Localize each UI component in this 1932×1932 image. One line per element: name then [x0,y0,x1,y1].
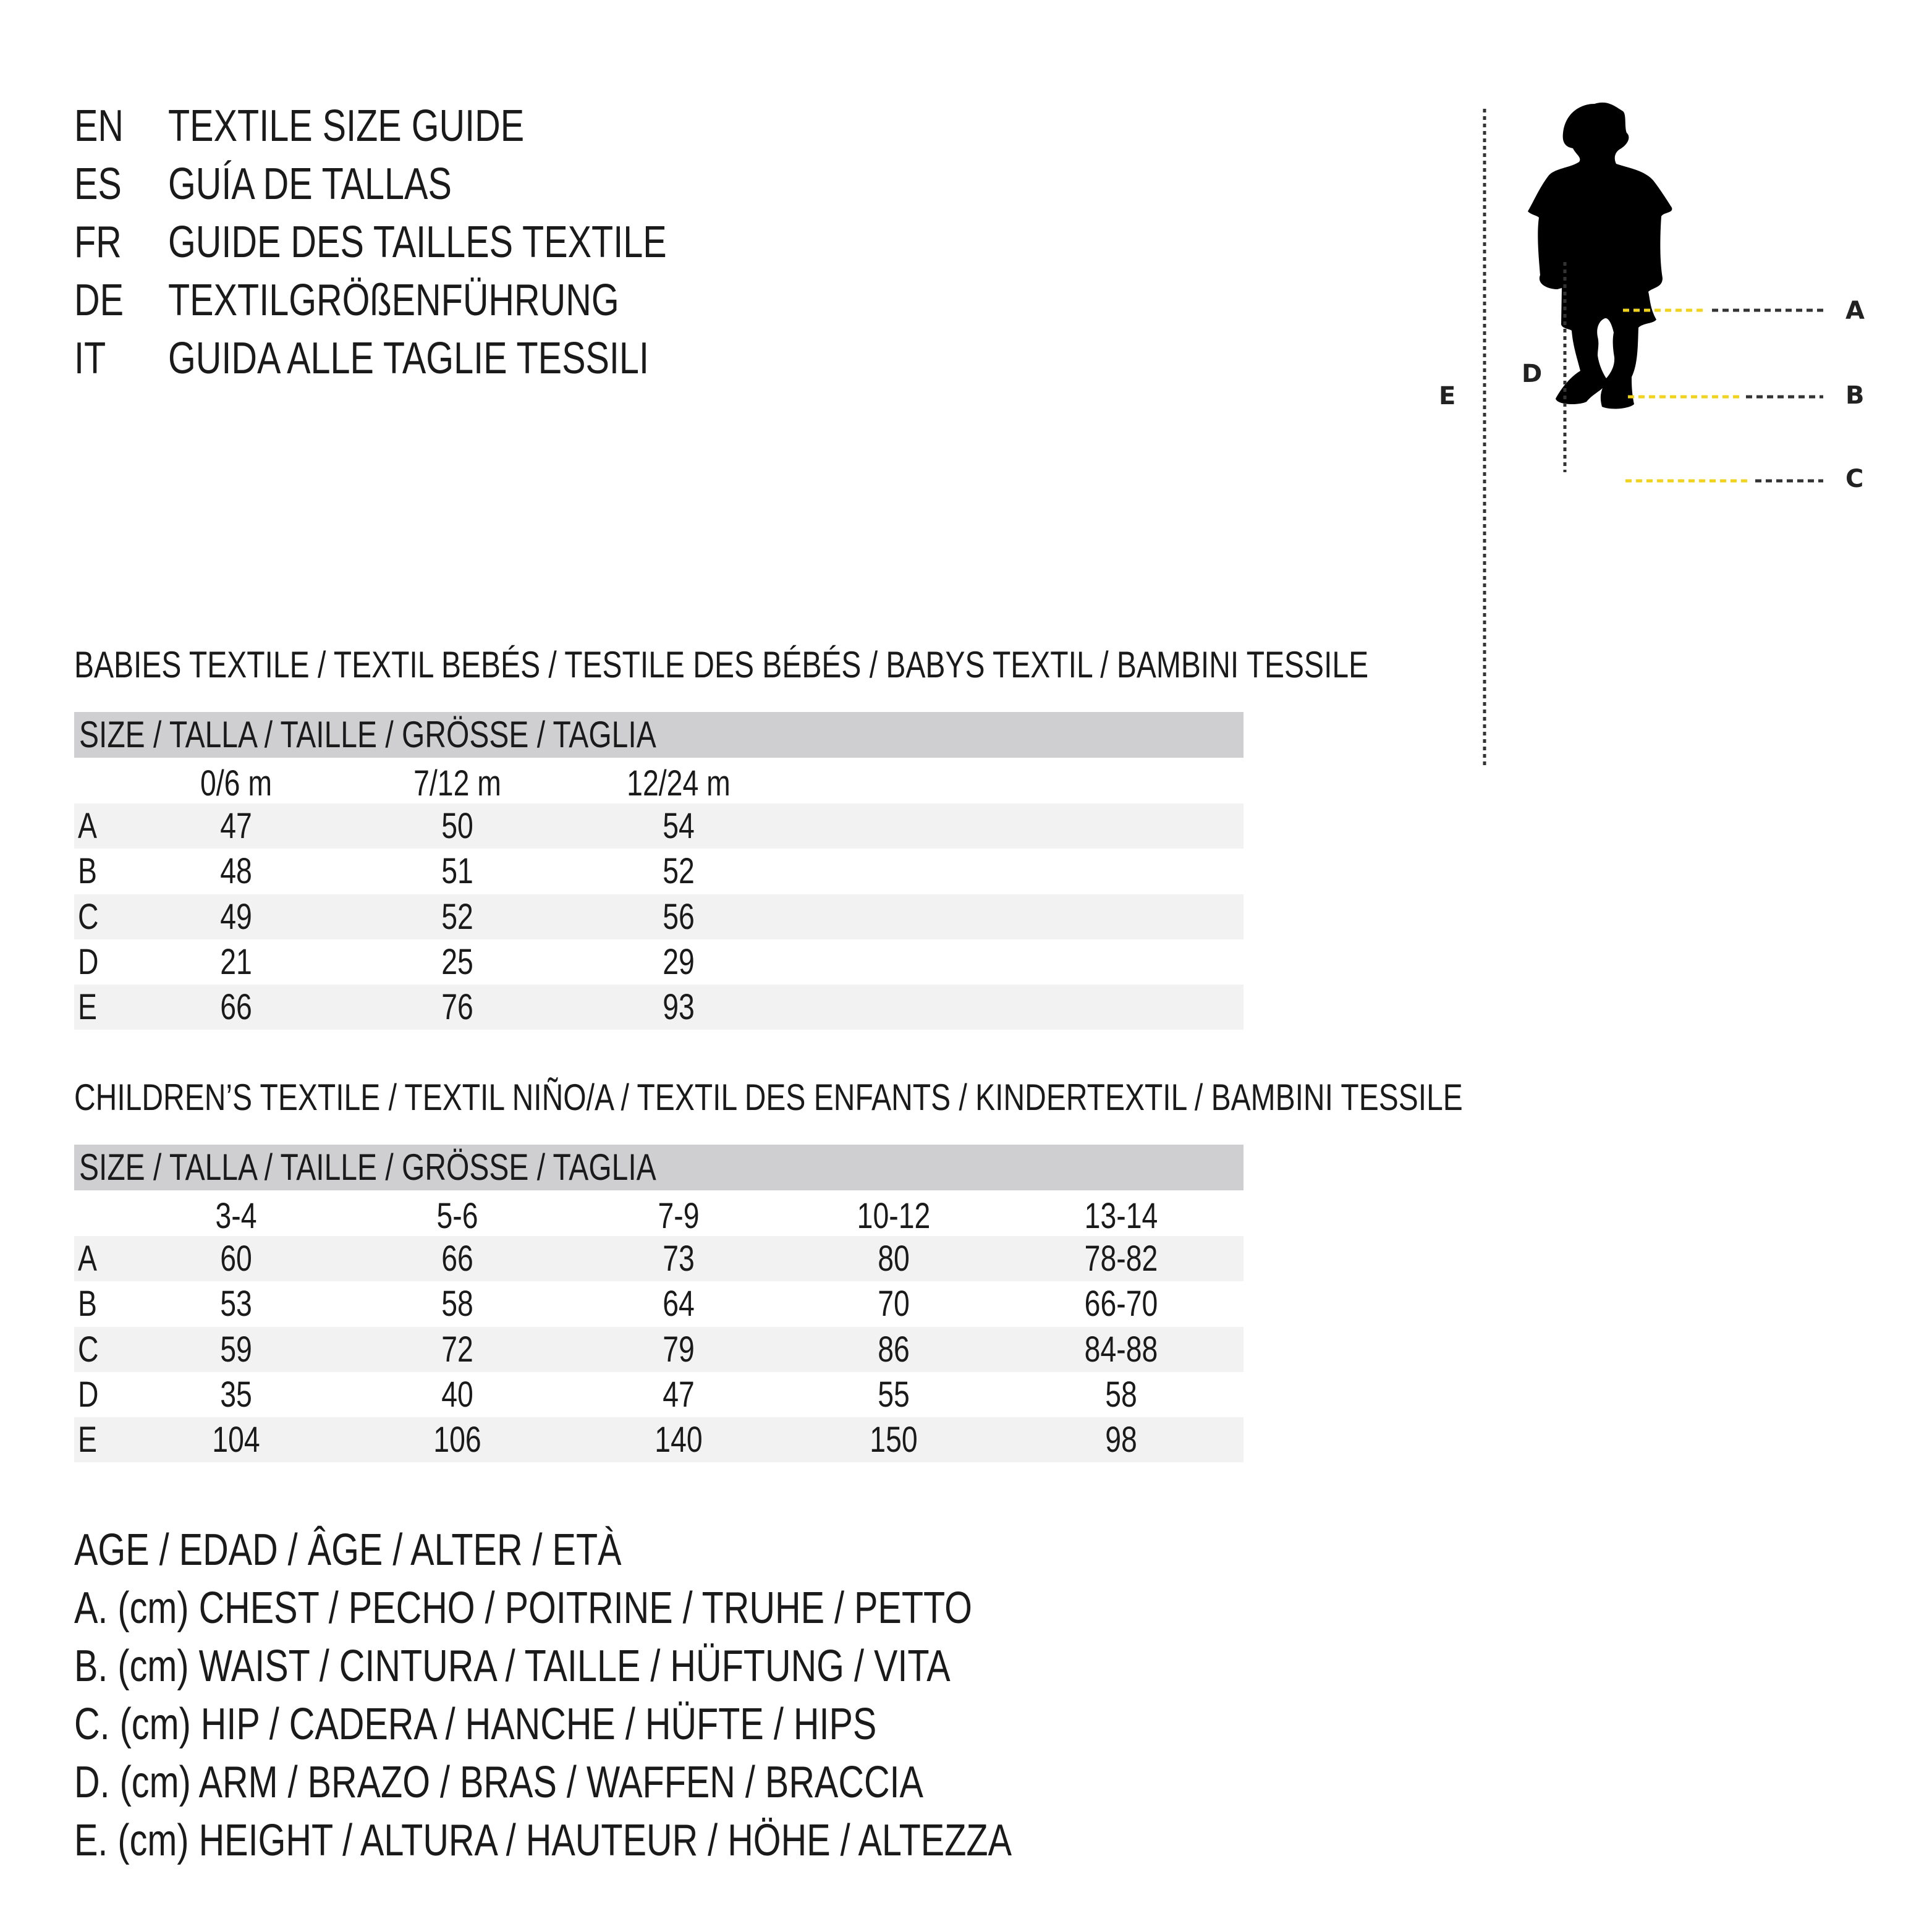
table-row: C 59 72 79 86 84-88 [74,1326,1244,1372]
table-cell: 47 [663,1374,695,1415]
label-b: B [1845,381,1865,410]
row-label: D [78,1374,99,1415]
table-cell: 53 [220,1284,252,1324]
table-cell: 66 [220,987,252,1028]
legend-d: D. (cm) ARM / BRAZO / BRAS / WAFFEN / BR… [74,1758,923,1807]
table-cell: 48 [220,851,252,892]
table-cell: 40 [441,1374,473,1415]
table-cell: 35 [220,1374,252,1415]
table-cell: 49 [220,896,252,937]
table-cell: 79 [663,1329,695,1370]
table-cell: 78-82 [1084,1239,1158,1279]
legend-c: C. (cm) HIP / CADERA / HANCHE / HÜFTE / … [74,1700,877,1749]
table-cell: 52 [441,896,473,937]
column-header: 0/6 m [200,763,273,803]
table-cell: 80 [878,1239,910,1279]
table-cell: 58 [441,1284,473,1324]
table-cell: 73 [663,1239,695,1279]
babies-section-title: BABIES TEXTILE / TEXTIL BEBÉS / TESTILE … [74,644,1369,685]
table-cell: 51 [441,851,473,892]
legend-a: A. (cm) CHEST / PECHO / POITRINE / TRUHE… [74,1583,972,1633]
table-row: B 53 58 64 70 66-70 [74,1281,1244,1326]
table-cell: 72 [441,1329,473,1370]
table-cell: 70 [878,1284,910,1324]
column-header: 7-9 [658,1196,700,1236]
child-silhouette-icon [1528,102,1672,409]
lang-code-de: DE [74,276,124,325]
label-e: E [1439,382,1456,410]
table-cell: 55 [878,1374,910,1415]
table-cell: 29 [663,941,695,982]
column-header: 3-4 [215,1196,257,1236]
title-fr: GUIDE DES TAILLES TEXTILE [168,218,667,267]
title-es: GUÍA DE TALLAS [168,159,452,209]
row-label: D [78,941,99,982]
table-cell: 76 [441,987,473,1028]
lang-code-en: EN [74,101,124,151]
legend-b: B. (cm) WAIST / CINTURA / TAILLE / HÜFTU… [74,1642,951,1691]
lang-code-es: ES [74,159,122,209]
label-c: C [1845,465,1864,493]
table-cell: 104 [212,1420,260,1460]
table-cell: 21 [220,941,252,982]
row-label: C [78,1329,99,1370]
label-d: D [1522,360,1543,388]
table-row: C 49 52 56 [74,894,1244,939]
column-header: 13-14 [1084,1196,1158,1236]
table-cell: 60 [220,1239,252,1279]
table-cell: 140 [655,1420,703,1460]
table-cell: 98 [1105,1420,1137,1460]
table-row: E 66 76 93 [74,985,1244,1030]
row-label: B [78,1284,97,1324]
column-header: 12/24 m [627,763,731,803]
title-it: GUIDA ALLE TAGLIE TESSILI [168,334,649,383]
row-label: A [78,1239,97,1279]
table-cell: 52 [663,851,695,892]
column-header: 10-12 [857,1196,931,1236]
row-label: C [78,896,99,937]
size-header-label: SIZE / TALLA / TAILLE / GRÖSSE / TAGLIA [79,714,656,755]
table-row: D 21 25 29 [74,939,1244,985]
table-cell: 66 [441,1239,473,1279]
title-en: TEXTILE SIZE GUIDE [168,101,525,151]
lang-code-fr: FR [74,218,122,267]
children-column-headers: 3-4 5-6 7-9 10-12 13-14 [74,1193,1244,1239]
table-cell: 56 [663,896,695,937]
table-row: D 35 40 47 55 58 [74,1372,1244,1417]
row-label: A [78,806,97,846]
table-cell: 25 [441,941,473,982]
legend-age: AGE / EDAD / ÂGE / ALTER / ETÀ [74,1525,622,1575]
table-cell: 93 [663,987,695,1028]
row-label: E [78,1420,97,1460]
label-a: A [1845,297,1865,325]
table-cell: 64 [663,1284,695,1324]
table-cell: 150 [870,1420,918,1460]
children-section-title: CHILDREN’S TEXTILE / TEXTIL NIÑO/A / TEX… [74,1077,1463,1118]
table-row: B 48 51 52 [74,849,1244,894]
babies-size-header: SIZE / TALLA / TAILLE / GRÖSSE / TAGLIA [74,712,1244,758]
table-cell: 86 [878,1329,910,1370]
table-cell: 84-88 [1084,1329,1158,1370]
table-cell: 54 [663,806,695,846]
table-cell: 50 [441,806,473,846]
table-cell: 47 [220,806,252,846]
column-header: 5-6 [436,1196,478,1236]
table-cell: 66-70 [1084,1284,1158,1324]
row-label: E [78,987,97,1028]
row-label: B [78,851,97,892]
title-de: TEXTILGRÖßENFÜHRUNG [168,276,619,325]
table-cell: 59 [220,1329,252,1370]
column-header: 7/12 m [413,763,501,803]
table-cell: 58 [1105,1374,1137,1415]
table-row: E 104 106 140 150 98 [74,1417,1244,1463]
table-row: A 47 50 54 [74,803,1244,849]
children-size-header: SIZE / TALLA / TAILLE / GRÖSSE / TAGLIA [74,1145,1244,1190]
lang-code-it: IT [74,334,106,383]
table-cell: 106 [433,1420,481,1460]
babies-column-headers: 0/6 m 7/12 m 12/24 m [74,761,1244,806]
size-header-label: SIZE / TALLA / TAILLE / GRÖSSE / TAGLIA [79,1146,656,1188]
legend-e: E. (cm) HEIGHT / ALTURA / HAUTEUR / HÖHE… [74,1816,1012,1865]
table-row: A 60 66 73 80 78-82 [74,1236,1244,1281]
